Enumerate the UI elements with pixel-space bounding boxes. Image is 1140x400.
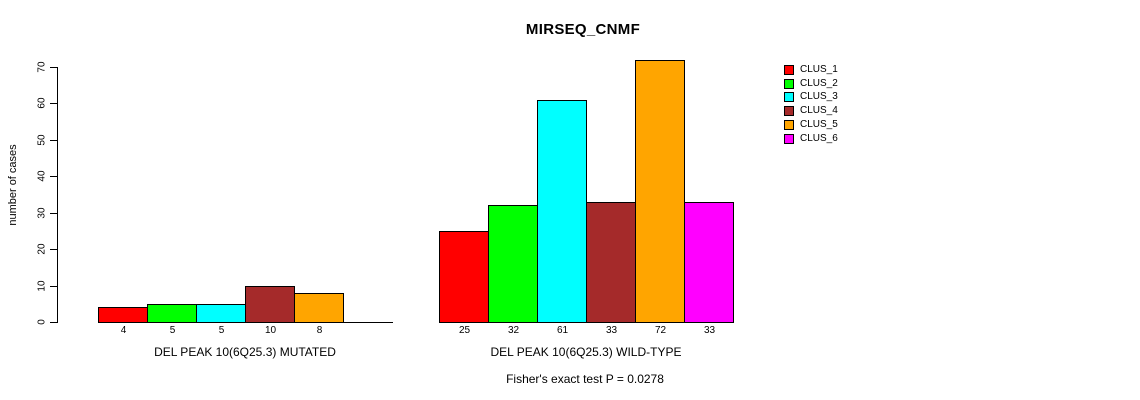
bar-clus_4-group1 (245, 286, 295, 323)
legend-item-label: CLUS_5 (800, 119, 838, 130)
y-tick (50, 103, 57, 104)
bar-value-label: 32 (507, 325, 520, 336)
legend-item-label: CLUS_2 (800, 78, 838, 89)
legend-item-label: CLUS_6 (800, 133, 838, 144)
legend-color-swatch (784, 106, 794, 116)
bar-clus_1-group2 (439, 231, 489, 323)
y-tick-label: 40 (36, 170, 48, 182)
legend-color-swatch (784, 65, 794, 75)
legend-color-swatch (784, 134, 794, 144)
bar-clus_2-group1 (147, 304, 197, 323)
group-label-mutated: DEL PEAK 10(6Q25.3) MUTATED (154, 345, 336, 359)
y-tick (50, 322, 57, 323)
group-label-wildtype: DEL PEAK 10(6Q25.3) WILD-TYPE (490, 345, 682, 359)
bar-value-label: 33 (703, 325, 716, 336)
bar-value-label: 8 (316, 325, 323, 336)
bar-value-label: 4 (120, 325, 127, 336)
legend-item-label: CLUS_1 (800, 64, 838, 75)
y-tick-label: 10 (36, 280, 48, 292)
y-axis-line (57, 67, 58, 323)
bar-value-label: 72 (654, 325, 667, 336)
y-tick (50, 286, 57, 287)
bar-clus_1-group1 (98, 307, 148, 323)
bar-clus_3-group1 (196, 304, 246, 323)
y-tick (50, 213, 57, 214)
legend-color-swatch (784, 120, 794, 130)
y-tick (50, 140, 57, 141)
bar-clus_3-group2 (537, 100, 587, 323)
y-tick (50, 67, 57, 68)
bar-value-label: 10 (264, 325, 277, 336)
bar-value-label: 33 (605, 325, 618, 336)
fisher-test-annotation: Fisher's exact test P = 0.0278 (506, 372, 664, 386)
bar-clus_4-group2 (586, 202, 636, 323)
bar-value-label: 5 (218, 325, 225, 336)
y-tick-label: 0 (36, 319, 48, 325)
legend-color-swatch (784, 79, 794, 89)
y-tick-label: 70 (36, 61, 48, 73)
legend-color-swatch (784, 92, 794, 102)
bar-clus_2-group2 (488, 205, 538, 323)
bar-value-label: 5 (169, 325, 176, 336)
y-tick-label: 60 (36, 97, 48, 109)
bar-clus_6-group2 (684, 202, 734, 323)
bar-clus_5-group1 (294, 293, 344, 323)
bar-value-label: 61 (556, 325, 569, 336)
y-axis-label: number of cases (7, 144, 19, 226)
y-tick-label: 20 (36, 243, 48, 255)
bar-value-label: 25 (458, 325, 471, 336)
bar-clus_5-group2 (635, 60, 685, 323)
y-tick-label: 50 (36, 134, 48, 146)
y-tick-label: 30 (36, 207, 48, 219)
legend-item-label: CLUS_4 (800, 105, 838, 116)
y-tick (50, 249, 57, 250)
y-tick (50, 176, 57, 177)
legend-item-label: CLUS_3 (800, 91, 838, 102)
chart-title: MIRSEQ_CNMF (525, 21, 641, 38)
